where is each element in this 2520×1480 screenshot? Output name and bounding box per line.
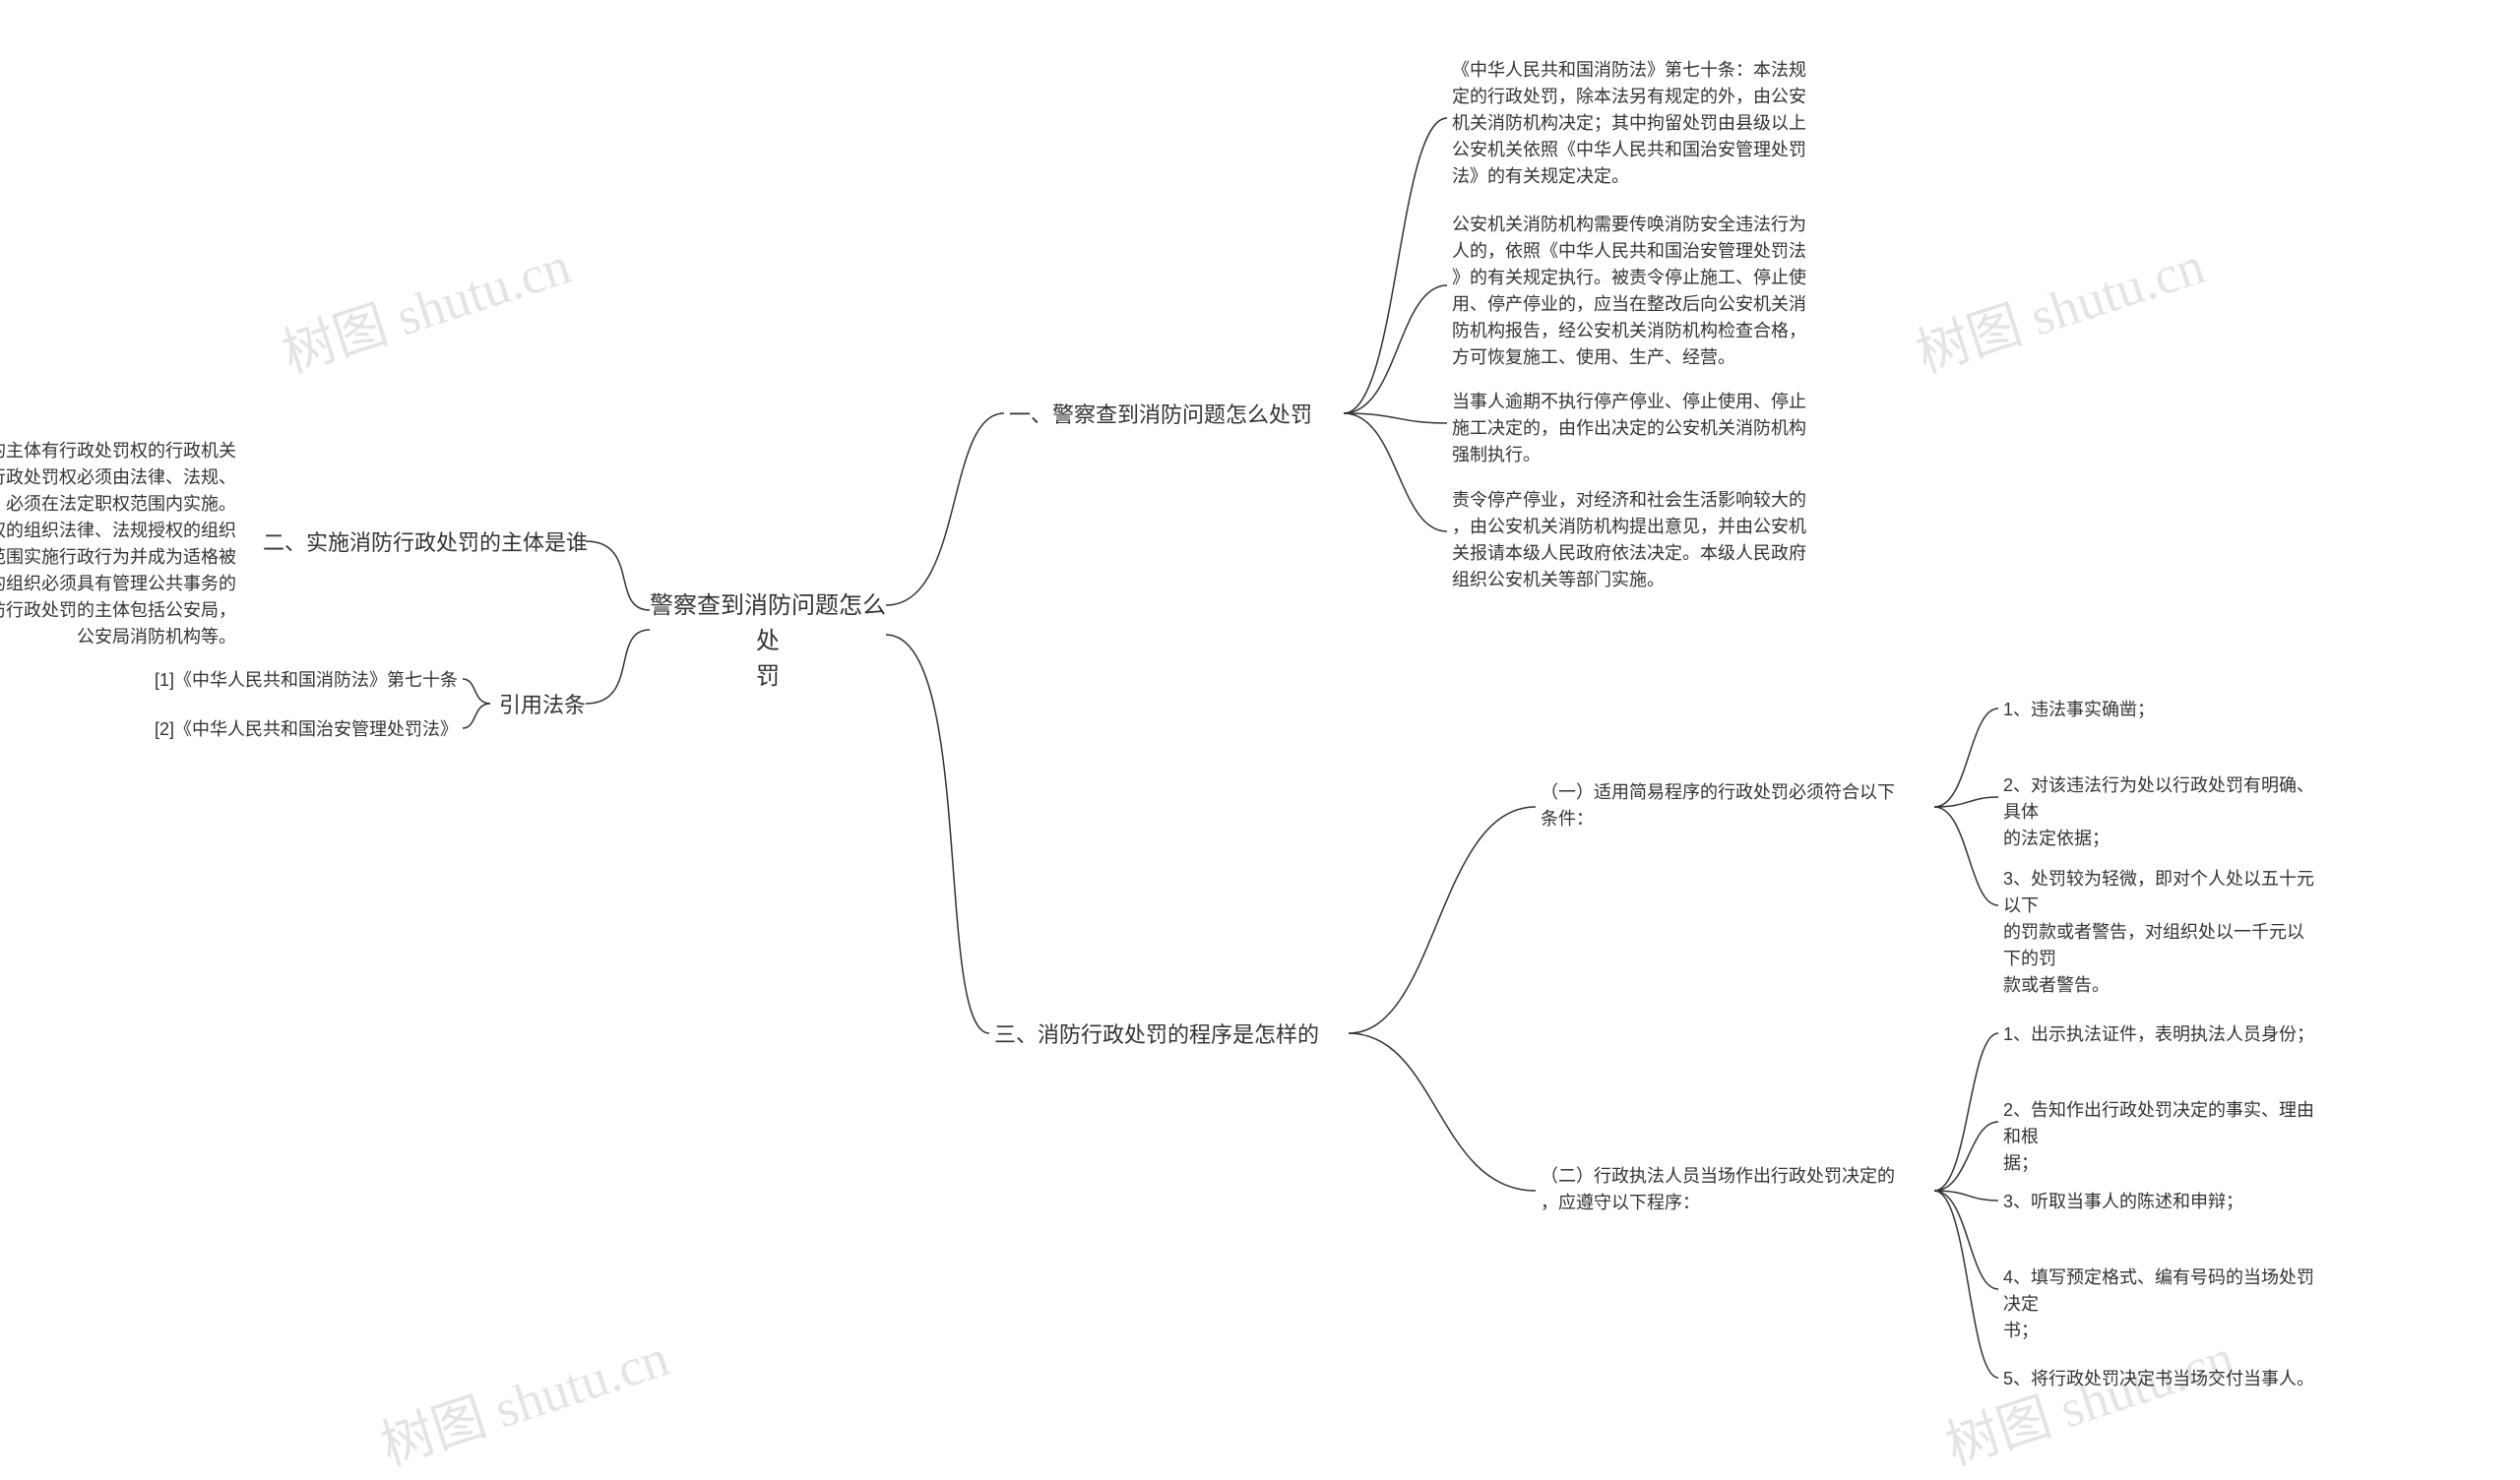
branch-3: 三、消防行政处罚的程序是怎样的 <box>994 1018 1319 1051</box>
b1-leaf-0: 《中华人民共和国消防法》第七十条：本法规 定的行政处罚，除本法另有规定的外，由公… <box>1452 57 1806 190</box>
b1-leaf-1: 公安机关消防机构需要传唤消防安全违法行为 人的，依照《中华人民共和国治安管理处罚… <box>1452 212 1806 371</box>
b3-sub1: （一）适用简易程序的行政处罚必须符合以下 条件： <box>1541 779 1895 832</box>
b3-sub2-leaf-3: 4、填写预定格式、编有号码的当场处罚决定 书； <box>2003 1264 2318 1344</box>
b3-sub1-leaf-1: 2、对该违法行为处以行政处罚有明确、具体 的法定依据； <box>2003 772 2318 852</box>
branch-4: 引用法条 <box>492 689 586 721</box>
branch-2: 二、实施消防行政处罚的主体是谁 <box>258 526 588 559</box>
b2-leaf: 消防行政处罚的主体有行政处罚权的行政机关 行政机关具有行政处罚权必须由法律、法规… <box>0 438 236 650</box>
branch-1: 一、警察查到消防问题怎么处罚 <box>1009 399 1312 431</box>
b3-sub2-leaf-4: 5、将行政处罚决定书当场交付当事人。 <box>2003 1366 2314 1392</box>
b1-leaf-3: 责令停产停业，对经济和社会生活影响较大的 ，由公安机关消防机构提出意见，并由公安… <box>1452 487 1806 593</box>
b4-leaf-1: [2]《中华人民共和国治安管理处罚法》 <box>108 716 458 743</box>
b4-leaf-0: [1]《中华人民共和国消防法》第七十条 <box>108 667 458 694</box>
b3-sub2-leaf-0: 1、出示执法证件，表明执法人员身份； <box>2003 1021 2314 1048</box>
root-node: 警察查到消防问题怎么处 罚 <box>650 588 886 695</box>
b3-sub1-leaf-0: 1、违法事实确凿； <box>2003 697 2155 723</box>
b3-sub1-leaf-2: 3、处罚较为轻微，即对个人处以五十元以下 的罚款或者警告，对组织处以一千元以下的… <box>2003 866 2318 999</box>
b3-sub2: （二）行政执法人员当场作出行政处罚决定的 ，应遵守以下程序： <box>1541 1163 1895 1216</box>
b3-sub2-leaf-1: 2、告知作出行政处罚决定的事实、理由和根 据； <box>2003 1097 2318 1177</box>
b3-sub2-leaf-2: 3、听取当事人的陈述和申辩； <box>2003 1189 2243 1215</box>
b1-leaf-2: 当事人逾期不执行停产停业、停止使用、停止 施工决定的，由作出决定的公安机关消防机… <box>1452 389 1806 468</box>
